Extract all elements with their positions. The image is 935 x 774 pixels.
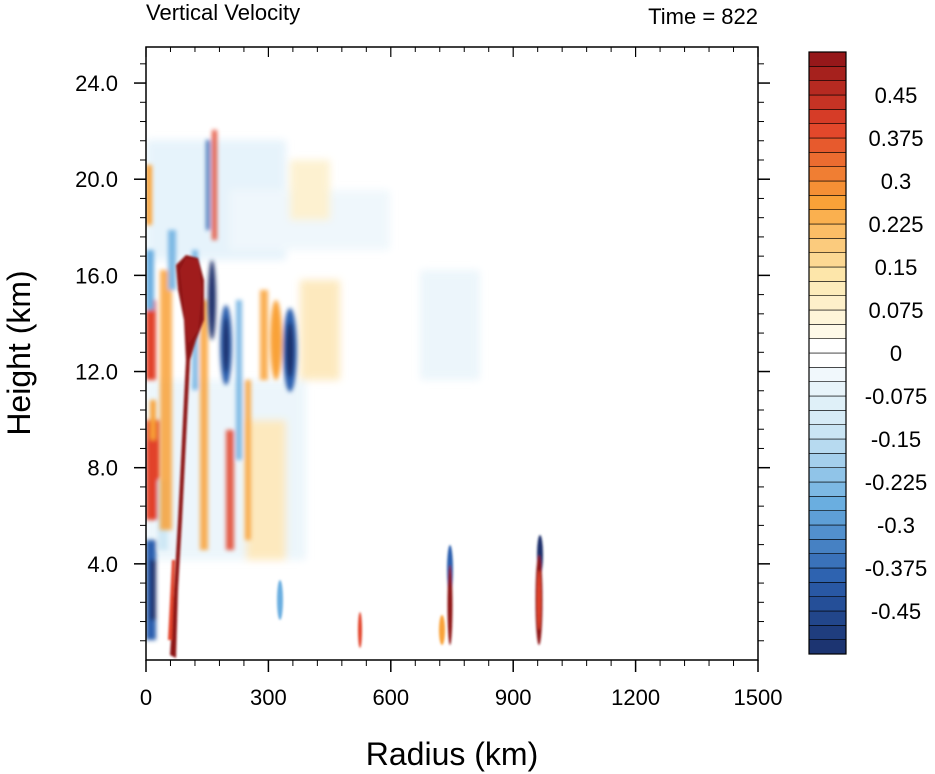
colorbar-tick-label: 0.15	[875, 255, 918, 280]
time-label: Time = 822	[648, 4, 758, 29]
colorbar-segment	[808, 209, 847, 225]
colorbar-tick-label: -0.225	[865, 470, 927, 495]
colorbar-segment	[808, 295, 847, 311]
colorbar-segment	[808, 582, 847, 597]
colorbar-segment	[808, 553, 847, 569]
y-tick-label: 8.0	[87, 456, 118, 481]
colorbar-segment	[808, 338, 847, 354]
y-tick-label: 16.0	[75, 263, 118, 288]
colorbar-segment	[808, 510, 847, 526]
colorbar-segment	[808, 625, 847, 640]
colorbar-tick-label: -0.375	[865, 556, 927, 581]
x-tick-label: 0	[140, 685, 152, 710]
colorbar-segment	[808, 195, 847, 210]
chart-title: Vertical Velocity	[146, 0, 300, 25]
colorbar-segment	[808, 467, 847, 483]
colorbar-segment	[808, 252, 847, 268]
y-tick-label: 12.0	[75, 360, 118, 385]
colorbar-segment	[808, 123, 847, 139]
colorbar-tick-label: -0.45	[871, 599, 921, 624]
y-tick-label: 24.0	[75, 71, 118, 96]
colorbar-segment	[808, 109, 847, 124]
colorbar-segment	[808, 180, 847, 196]
colorbar-segment	[808, 639, 847, 655]
colorbar-segment	[808, 481, 847, 497]
colorbar-tick-label: 0.3	[881, 169, 912, 194]
colorbar-tick-label: 0.45	[875, 83, 918, 108]
colorbar	[808, 51, 847, 655]
colorbar-segment	[808, 94, 847, 110]
colorbar-segment	[808, 596, 847, 612]
x-tick-label: 1200	[611, 685, 660, 710]
x-tick-label: 1500	[734, 685, 783, 710]
y-axis-label: Height (km)	[1, 270, 37, 435]
heatmap-field	[146, 130, 543, 658]
colorbar-segment	[808, 539, 847, 554]
colorbar-tick-label: 0.075	[868, 298, 923, 323]
colorbar-segment	[808, 223, 847, 239]
colorbar-segment	[808, 238, 847, 253]
colorbar-segment	[808, 266, 847, 282]
y-axis: 4.0 8.0 12.0 16.0 20.0 24.0	[75, 63, 770, 642]
x-axis-label: Radius (km)	[366, 736, 538, 772]
colorbar-tick-label: -0.15	[871, 427, 921, 452]
colorbar-segment	[808, 610, 847, 626]
colorbar-segment	[808, 51, 847, 67]
y-tick-label: 4.0	[87, 552, 118, 577]
colorbar-segment	[808, 80, 847, 96]
colorbar-segment	[808, 438, 847, 454]
colorbar-segment	[808, 352, 847, 368]
colorbar-segment	[808, 381, 847, 397]
plot-border	[145, 46, 759, 661]
y-tick-label: 20.0	[75, 167, 118, 192]
colorbar-segment	[808, 524, 847, 540]
colorbar-segment	[808, 152, 847, 167]
colorbar-segment	[808, 496, 847, 511]
colorbar-tick-label: -0.075	[865, 384, 927, 409]
colorbar-segment	[808, 424, 847, 440]
colorbar-segment	[808, 281, 847, 296]
x-axis: 0 300 600 900 1200 1500	[140, 47, 783, 710]
colorbar-segment	[808, 453, 847, 468]
colorbar-segment	[808, 137, 847, 153]
colorbar-tick-label: 0.225	[868, 212, 923, 237]
x-tick-label: 900	[495, 685, 532, 710]
colorbar-tick-label: 0	[890, 341, 902, 366]
colorbar-labels: 0.45 0.375 0.3 0.225 0.15 0.075 0 -0.075 -0.15 -0…	[865, 83, 927, 624]
colorbar-segment	[808, 395, 847, 411]
colorbar-segment	[808, 410, 847, 425]
colorbar-border	[808, 51, 847, 655]
colorbar-segment	[808, 166, 847, 182]
colorbar-segment	[808, 324, 847, 339]
x-tick-label: 600	[372, 685, 409, 710]
x-tick-label: 300	[250, 685, 287, 710]
colorbar-segment	[808, 367, 847, 382]
colorbar-tick-label: 0.375	[868, 126, 923, 151]
colorbar-segment	[808, 567, 847, 583]
colorbar-segment	[808, 309, 847, 325]
colorbar-tick-label: -0.3	[877, 513, 915, 538]
colorbar-segment	[808, 66, 847, 81]
